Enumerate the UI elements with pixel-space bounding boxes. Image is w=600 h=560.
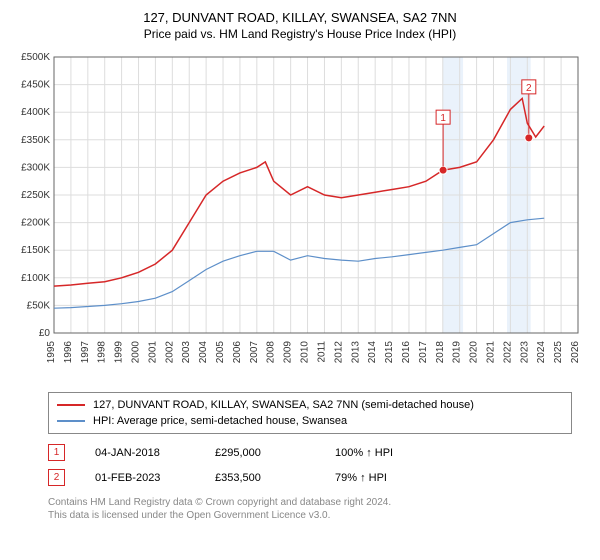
chart-title: 127, DUNVANT ROAD, KILLAY, SWANSEA, SA2 … [8, 10, 592, 25]
chart-area: £0 £50K £100K £150K £200K £250K £300K £350K £400… [8, 49, 592, 384]
svg-text:2023: 2023 [519, 341, 530, 364]
svg-text:2022: 2022 [502, 341, 513, 364]
svg-text:£350K: £350K [21, 135, 50, 146]
svg-text:£300K: £300K [21, 162, 50, 173]
legend-label: 127, DUNVANT ROAD, KILLAY, SWANSEA, SA2 … [93, 399, 474, 411]
sale-marker-badge: 2 [48, 469, 65, 486]
legend: 127, DUNVANT ROAD, KILLAY, SWANSEA, SA2 … [48, 392, 572, 434]
svg-text:2001: 2001 [147, 341, 158, 364]
sale-date: 01-FEB-2023 [95, 472, 185, 484]
svg-text:2006: 2006 [232, 341, 243, 364]
svg-text:2026: 2026 [570, 341, 581, 364]
legend-swatch [57, 404, 85, 406]
svg-text:2019: 2019 [452, 341, 463, 364]
svg-text:£50K: £50K [27, 300, 51, 311]
svg-text:1997: 1997 [80, 341, 91, 364]
svg-text:1996: 1996 [63, 341, 74, 364]
svg-text:£100K: £100K [21, 273, 50, 284]
svg-text:2018: 2018 [435, 341, 446, 364]
svg-text:2007: 2007 [249, 341, 260, 364]
legend-item: 127, DUNVANT ROAD, KILLAY, SWANSEA, SA2 … [57, 397, 563, 413]
svg-text:1: 1 [440, 113, 446, 124]
svg-text:£0: £0 [39, 328, 51, 339]
svg-text:2008: 2008 [266, 341, 277, 364]
svg-text:2024: 2024 [536, 341, 547, 364]
legend-label: HPI: Average price, semi-detached house,… [93, 415, 347, 427]
svg-text:2: 2 [526, 83, 532, 94]
svg-text:2005: 2005 [215, 341, 226, 364]
legend-swatch [57, 420, 85, 422]
sale-pct: 79% ↑ HPI [335, 472, 425, 484]
sale-price: £353,500 [215, 472, 305, 484]
svg-text:£200K: £200K [21, 218, 50, 229]
sale-date: 04-JAN-2018 [95, 447, 185, 459]
svg-text:£250K: £250K [21, 190, 50, 201]
svg-text:2021: 2021 [485, 341, 496, 364]
svg-text:£500K: £500K [21, 52, 50, 63]
svg-text:2010: 2010 [300, 341, 311, 364]
svg-text:2003: 2003 [181, 341, 192, 364]
svg-text:2014: 2014 [367, 341, 378, 364]
svg-text:2017: 2017 [418, 341, 429, 364]
sale-price: £295,000 [215, 447, 305, 459]
sale-row: 1 04-JAN-2018 £295,000 100% ↑ HPI [48, 440, 572, 465]
sale-row: 2 01-FEB-2023 £353,500 79% ↑ HPI [48, 465, 572, 490]
svg-text:2000: 2000 [131, 341, 142, 364]
svg-text:2004: 2004 [198, 341, 209, 364]
svg-text:1999: 1999 [114, 341, 125, 364]
legend-item: HPI: Average price, semi-detached house,… [57, 413, 563, 429]
chart-subtitle: Price paid vs. HM Land Registry's House … [8, 27, 592, 41]
svg-text:1998: 1998 [97, 341, 108, 364]
sales-table: 1 04-JAN-2018 £295,000 100% ↑ HPI 2 01-FEB-20… [48, 440, 572, 490]
svg-text:2015: 2015 [384, 341, 395, 364]
svg-text:2009: 2009 [283, 341, 294, 364]
svg-text:2016: 2016 [401, 341, 412, 364]
footer-line: Contains HM Land Registry data © Crown c… [48, 496, 572, 509]
svg-text:2025: 2025 [553, 341, 564, 364]
svg-text:£150K: £150K [21, 245, 50, 256]
sale-pct: 100% ↑ HPI [335, 447, 425, 459]
svg-text:2002: 2002 [164, 341, 175, 364]
svg-text:2020: 2020 [469, 341, 480, 364]
line-chart: £0 £50K £100K £150K £200K £250K £300K £350K £400… [8, 49, 592, 379]
svg-text:£400K: £400K [21, 107, 50, 118]
footer-line: This data is licensed under the Open Gov… [48, 509, 572, 522]
footer-attribution: Contains HM Land Registry data © Crown c… [48, 496, 572, 522]
svg-text:2013: 2013 [350, 341, 361, 364]
sale-marker-badge: 1 [48, 444, 65, 461]
svg-text:1995: 1995 [46, 341, 57, 364]
svg-text:2012: 2012 [333, 341, 344, 364]
svg-text:2011: 2011 [316, 341, 327, 363]
svg-text:£450K: £450K [21, 80, 50, 91]
